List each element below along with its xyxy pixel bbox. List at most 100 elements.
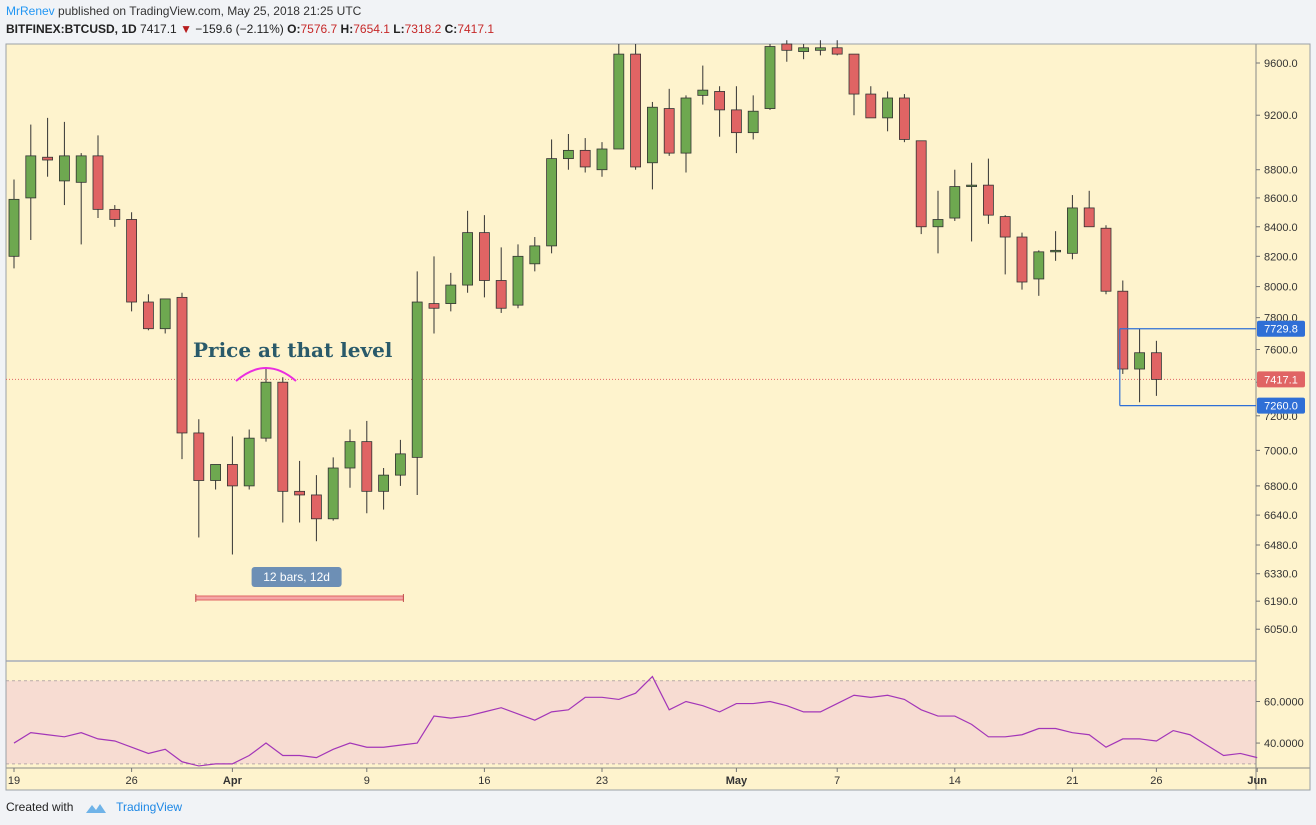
candle	[764, 46, 776, 109]
candle	[865, 93, 877, 119]
price-change: −159.6 (−2.11%)	[195, 22, 284, 36]
range-high-label: 7729.8	[1264, 324, 1298, 336]
candle	[193, 432, 205, 481]
candle	[361, 441, 373, 492]
low-value: 7318.2	[404, 22, 442, 36]
time-tick-label: 19	[8, 775, 20, 787]
candle	[596, 148, 608, 171]
candle	[714, 91, 725, 111]
low-label: L:	[393, 22, 405, 36]
time-tick-label: 21	[1066, 775, 1078, 787]
candle	[394, 453, 406, 476]
candle	[1033, 251, 1045, 280]
candle	[915, 140, 927, 228]
measure-label: 12 bars, 12d	[263, 570, 330, 584]
candle	[226, 464, 238, 487]
candle	[176, 296, 188, 434]
price-tick-label: 6800.0	[1264, 481, 1298, 493]
range-high-label-bg	[1257, 320, 1305, 337]
ohlc-legend: BITFINEX:BTCUSD, 1D 7417.1 ▼ −159.6 (−2.…	[6, 22, 494, 36]
rsi-tick-label: 60.0000	[1264, 696, 1304, 708]
price-chart[interactable]: 6050.0 6190.0 6330.0 6480.0 6640.0 6800.0 7000…	[0, 0, 1316, 795]
price-tick-label: 7000.0	[1264, 445, 1298, 457]
price-level-arc	[235, 367, 297, 382]
candle	[478, 232, 490, 281]
candle	[932, 219, 944, 228]
time-tick-label: 9	[364, 775, 370, 787]
candle	[1050, 249, 1061, 253]
candle	[949, 186, 961, 219]
candle	[966, 184, 977, 187]
measure-bar	[195, 595, 404, 601]
close-label: C:	[444, 22, 458, 36]
candle	[42, 156, 53, 161]
time-tick-label: 23	[596, 775, 608, 787]
current-price-label: 7417.1	[1264, 374, 1298, 386]
candle	[462, 232, 474, 286]
rsi-line	[13, 675, 1258, 767]
time-tick-label: 26	[1150, 775, 1162, 787]
candle	[546, 158, 557, 247]
rsi-tick-label: 40.0000	[1264, 738, 1304, 750]
candle	[781, 43, 793, 51]
candle	[411, 301, 423, 458]
price-tick-label: 6190.0	[1264, 596, 1298, 608]
time-tick-label: 26	[125, 775, 137, 787]
range-low-label-bg	[1257, 397, 1305, 414]
candle	[294, 490, 306, 496]
candle	[243, 437, 255, 487]
candle	[1134, 352, 1145, 370]
price-tick-label: 8800.0	[1264, 165, 1298, 177]
price-axis	[1256, 44, 1310, 790]
current-price-label-bg	[1257, 371, 1305, 388]
candle	[630, 53, 641, 168]
candle	[75, 155, 87, 183]
candle	[327, 467, 339, 520]
high-value: 7654.1	[353, 22, 390, 36]
price-tick-label: 6330.0	[1264, 569, 1298, 581]
created-with-label: Created with	[6, 800, 74, 814]
price-tick-label: 6480.0	[1264, 540, 1298, 552]
candle	[613, 53, 625, 150]
footer: Created with TradingView	[6, 800, 182, 815]
time-tick-label: Jun	[1247, 775, 1267, 787]
price-tick-label: 8200.0	[1264, 251, 1298, 263]
publish-info: MrRenev published on TradingView.com, Ma…	[6, 4, 361, 18]
time-tick-label: Apr	[223, 775, 243, 787]
last-price: 7417.1	[140, 22, 177, 36]
time-tick-label: 16	[478, 775, 490, 787]
time-axis	[6, 768, 1256, 790]
symbol-label[interactable]: BITFINEX:BTCUSD, 1D	[6, 22, 137, 36]
annotation-text: Price at that level	[193, 338, 393, 362]
price-tick-label: 8000.0	[1264, 282, 1298, 294]
price-tick-label: 8600.0	[1264, 193, 1298, 205]
open-value: 7576.7	[300, 22, 338, 36]
high-label: H:	[340, 22, 354, 36]
candle	[1083, 207, 1095, 228]
down-arrow-icon: ▼	[180, 22, 192, 36]
range-low-label: 7260.0	[1264, 401, 1298, 413]
candle	[512, 255, 524, 306]
candle	[798, 47, 809, 52]
candle	[1016, 236, 1028, 283]
candle	[1151, 352, 1162, 380]
tradingview-link[interactable]: TradingView	[116, 800, 183, 814]
candle	[59, 155, 70, 182]
candle	[109, 208, 121, 220]
candle	[210, 464, 222, 481]
candle	[378, 474, 390, 492]
candle	[563, 149, 574, 160]
candle	[848, 53, 860, 95]
price-tick-label: 8400.0	[1264, 222, 1298, 234]
candle	[8, 198, 20, 257]
candle	[1067, 207, 1078, 254]
candle	[815, 47, 826, 51]
time-tick-label: 7	[834, 775, 840, 787]
candle	[495, 280, 507, 309]
candle	[579, 149, 591, 168]
candle	[731, 109, 742, 134]
candle	[647, 106, 658, 164]
author-link[interactable]: MrRenev	[6, 4, 55, 18]
price-tick-label: 6640.0	[1264, 510, 1298, 522]
rsi-band	[6, 680, 1256, 764]
